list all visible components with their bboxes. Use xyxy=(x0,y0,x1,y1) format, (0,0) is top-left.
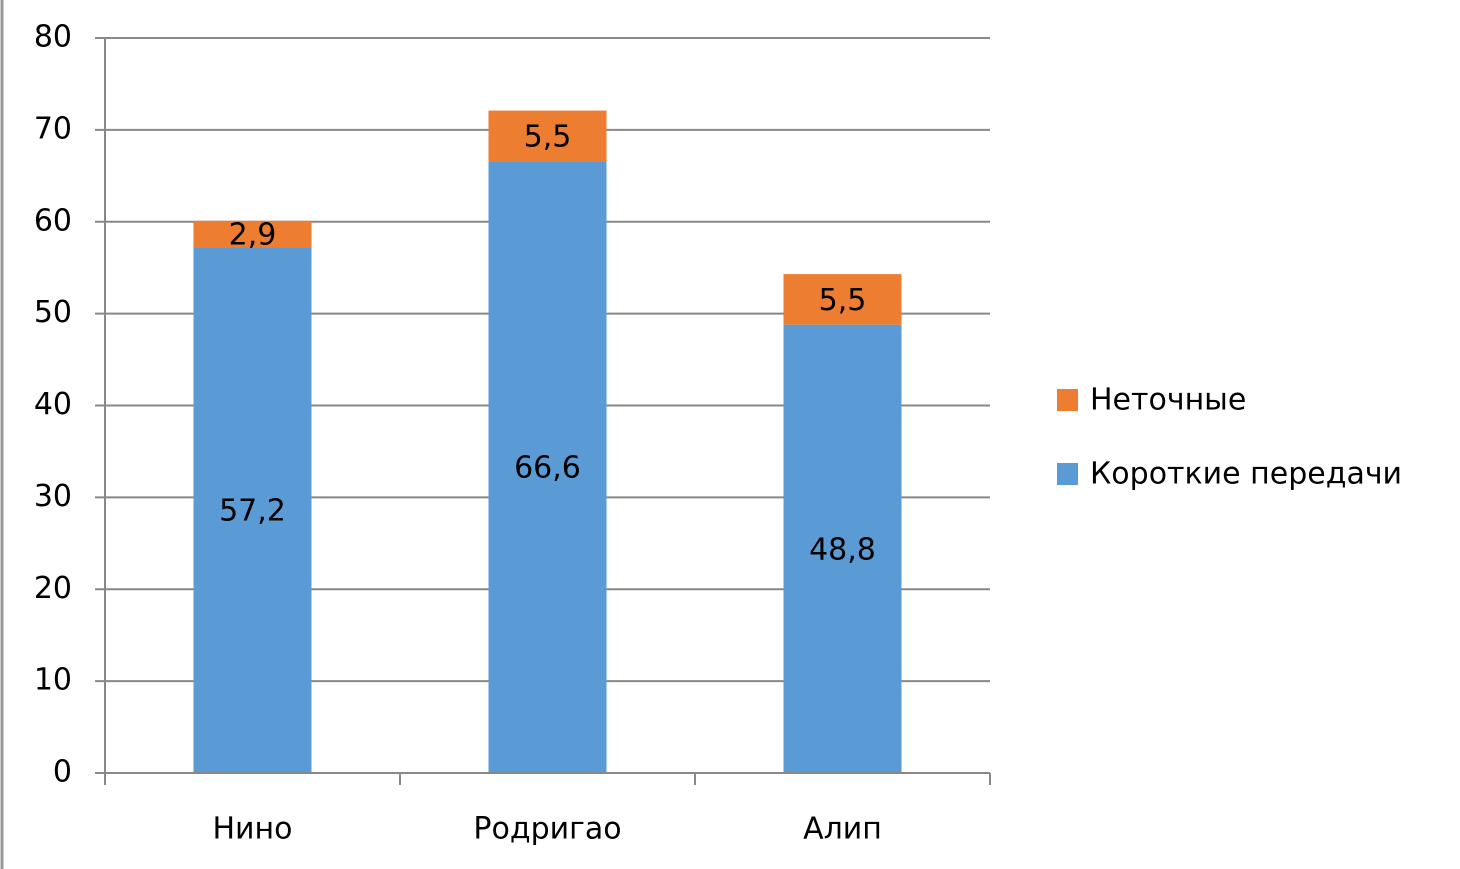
data-label: 5,5 xyxy=(524,119,572,154)
bar-segment xyxy=(783,324,902,773)
y-tick-label: 30 xyxy=(34,479,72,514)
bar-segment xyxy=(488,161,607,774)
x-tick-label: Нино xyxy=(212,812,292,847)
bar-segment xyxy=(193,220,312,248)
bar-segment xyxy=(488,110,607,162)
y-tick-label: 60 xyxy=(34,203,72,238)
data-label: 5,5 xyxy=(819,283,867,318)
y-tick-label: 10 xyxy=(34,663,72,698)
y-tick-label: 40 xyxy=(34,387,72,422)
legend-label: Неточные xyxy=(1090,383,1246,418)
data-label: 2,9 xyxy=(229,218,277,253)
bar-segment xyxy=(783,274,902,325)
data-label: 48,8 xyxy=(809,532,876,567)
data-label: 57,2 xyxy=(219,494,286,529)
data-label: 66,6 xyxy=(514,451,581,486)
legend-label: Короткие передачи xyxy=(1090,457,1402,492)
y-tick-label: 0 xyxy=(53,755,72,790)
bar-segment xyxy=(193,247,312,774)
y-tick-label: 80 xyxy=(34,20,72,55)
y-tick-label: 50 xyxy=(34,295,72,330)
legend-swatch xyxy=(1057,463,1078,485)
y-tick-label: 20 xyxy=(34,571,72,606)
x-tick-label: Алип xyxy=(803,812,882,847)
y-tick-label: 70 xyxy=(34,111,72,146)
x-tick-label: Родригао xyxy=(473,812,621,847)
legend-swatch xyxy=(1057,389,1078,411)
